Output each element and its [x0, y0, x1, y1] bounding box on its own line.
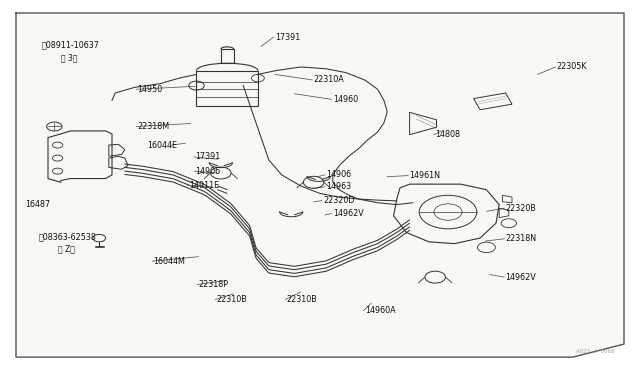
Text: 22320D: 22320D — [323, 196, 355, 205]
Text: 22318N: 22318N — [506, 234, 537, 243]
Text: 22310B: 22310B — [287, 295, 317, 304]
Polygon shape — [16, 13, 624, 357]
Text: 14962V: 14962V — [506, 273, 536, 282]
Text: 14963: 14963 — [326, 182, 351, 191]
Text: 22310B: 22310B — [216, 295, 247, 304]
Text: 22310A: 22310A — [314, 76, 344, 84]
Text: 14960: 14960 — [333, 95, 358, 104]
Text: 〈 3〉: 〈 3〉 — [61, 53, 77, 62]
Text: 〈 Z〉: 〈 Z〉 — [58, 245, 74, 254]
Text: 14906: 14906 — [326, 170, 351, 179]
Text: A023 J 006B: A023 J 006B — [576, 349, 614, 354]
Text: 14950: 14950 — [138, 85, 163, 94]
Text: 22320B: 22320B — [506, 204, 536, 213]
Text: 22305K: 22305K — [557, 62, 588, 71]
Text: 14960A: 14960A — [365, 306, 396, 315]
Text: 14808: 14808 — [435, 130, 460, 139]
Text: 14962V: 14962V — [333, 209, 364, 218]
Text: 16044M: 16044M — [154, 257, 186, 266]
Text: 14911E: 14911E — [189, 181, 219, 190]
Text: 14906: 14906 — [195, 167, 220, 176]
Text: 22318P: 22318P — [198, 280, 228, 289]
Text: 14961N: 14961N — [410, 171, 440, 180]
Text: ⓝ08911-10637: ⓝ08911-10637 — [42, 40, 99, 49]
Text: 17391: 17391 — [195, 153, 220, 161]
Text: 16044E: 16044E — [147, 141, 177, 150]
Text: 17391: 17391 — [275, 33, 300, 42]
Text: Ⓝ08363-62538: Ⓝ08363-62538 — [38, 233, 96, 242]
Text: 22318M: 22318M — [138, 122, 170, 131]
Text: 16487: 16487 — [26, 200, 51, 209]
